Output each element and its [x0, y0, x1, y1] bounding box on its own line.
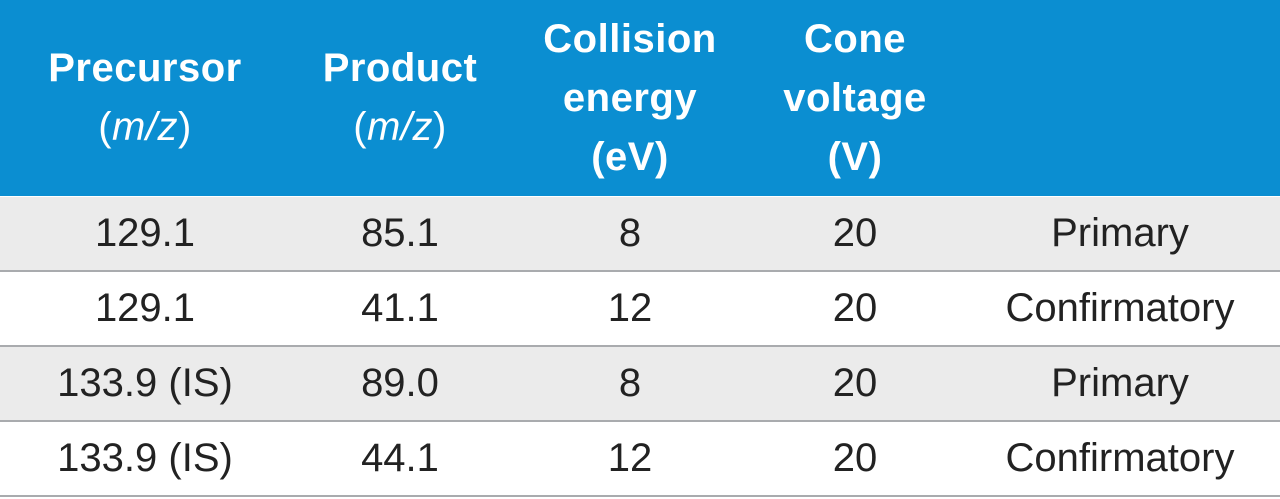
- table-row: 133.9 (IS) 89.0 8 20 Primary: [0, 347, 1280, 422]
- table-row: 129.1 41.1 12 20 Confirmatory: [0, 272, 1280, 347]
- header-product: Product (m/z): [290, 0, 510, 196]
- cell-cone-voltage: 20: [832, 361, 878, 405]
- cell-transition-type: Primary: [1051, 361, 1189, 405]
- header-precursor-close-paren: ): [177, 105, 192, 149]
- header-collision-line3: (eV): [591, 134, 669, 179]
- cell-precursor: 133.9 (IS): [57, 436, 233, 480]
- header-collision-energy: Collision energy (eV): [510, 0, 750, 196]
- cell-collision-energy: 8: [618, 361, 642, 405]
- cell-product: 89.0: [361, 361, 439, 405]
- header-product-label: Product: [322, 46, 478, 90]
- cell-transition-type: Primary: [1051, 211, 1189, 255]
- header-precursor-label: Precursor: [48, 46, 242, 90]
- cell-precursor: 133.9 (IS): [57, 361, 233, 405]
- cell-transition-type: Confirmatory: [1005, 436, 1235, 480]
- cell-transition-type: Confirmatory: [1005, 286, 1235, 330]
- table-header: Precursor (m/z) Product (m/z) Collision …: [0, 0, 1280, 196]
- cell-cone-voltage: 20: [832, 436, 878, 480]
- header-precursor-unit: (m/z): [98, 98, 192, 157]
- header-transition-type: [960, 0, 1280, 196]
- table-row: 133.9 (IS) 44.1 12 20 Confirmatory: [0, 422, 1280, 497]
- cell-collision-energy: 12: [607, 286, 653, 330]
- header-product-unit: (m/z): [353, 98, 447, 157]
- header-precursor-open-paren: (: [98, 105, 113, 149]
- cell-product: 44.1: [361, 436, 439, 480]
- header-cone-line3: (V): [827, 134, 883, 179]
- header-collision-line2: energy: [562, 75, 698, 120]
- table-row: 129.1 85.1 8 20 Primary: [0, 197, 1280, 272]
- cell-cone-voltage: 20: [832, 211, 878, 255]
- header-precursor-unit-text: m/z: [112, 105, 178, 149]
- header-cone-line2: voltage: [783, 75, 927, 120]
- header-cone-voltage: Cone voltage (V): [750, 0, 960, 196]
- cell-cone-voltage: 20: [832, 286, 878, 330]
- header-product-unit-text: m/z: [367, 105, 433, 149]
- header-product-open-paren: (: [353, 105, 368, 149]
- header-product-close-paren: ): [432, 105, 447, 149]
- header-precursor: Precursor (m/z): [0, 0, 290, 196]
- cell-precursor: 129.1: [94, 286, 196, 330]
- header-cone-line1: Cone: [804, 16, 906, 61]
- cell-precursor: 129.1: [94, 211, 196, 255]
- cell-product: 85.1: [361, 211, 439, 255]
- header-collision-line1: Collision: [543, 16, 717, 61]
- cell-collision-energy: 8: [618, 211, 642, 255]
- cell-product: 41.1: [361, 286, 439, 330]
- cell-collision-energy: 12: [607, 436, 653, 480]
